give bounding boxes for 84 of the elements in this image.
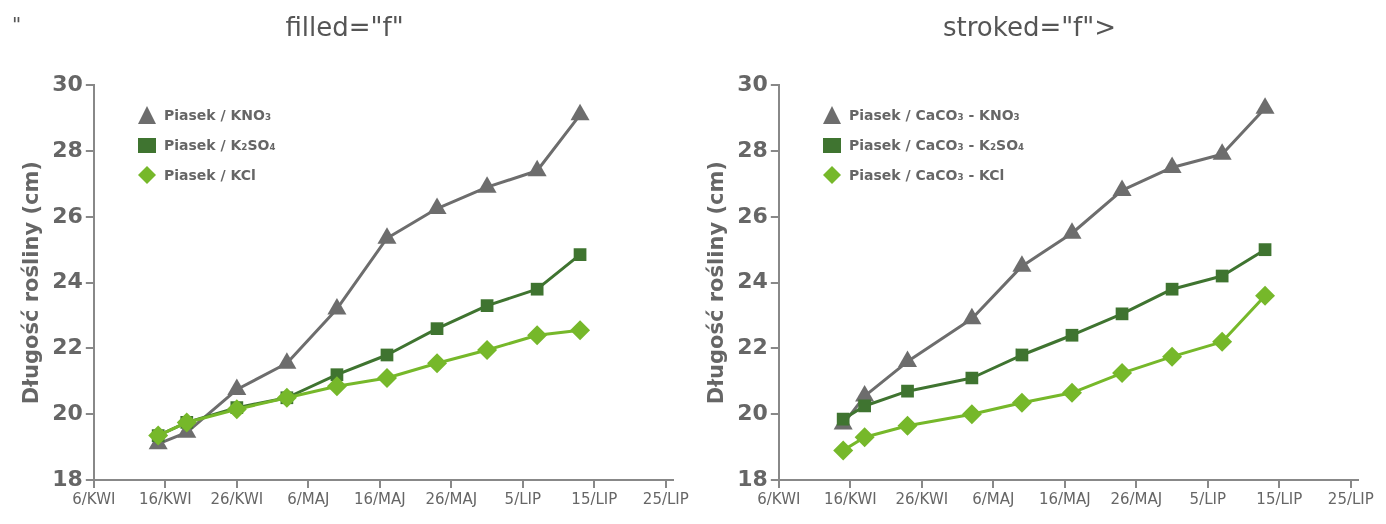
x-tick-label: 26/KWI	[210, 489, 264, 508]
y-tick-label: 26	[52, 202, 83, 228]
point	[1255, 97, 1275, 114]
point	[570, 103, 590, 121]
point	[854, 427, 875, 448]
point	[901, 384, 914, 398]
point	[326, 376, 347, 397]
point	[1215, 269, 1229, 283]
y-tick-label: 28	[52, 136, 83, 162]
x-tick-label: 16/MAJ	[353, 489, 406, 508]
y-tick-label: 18	[52, 465, 83, 491]
y-tick-label: 20	[737, 399, 768, 425]
point	[527, 159, 547, 177]
point	[1011, 392, 1032, 413]
legend-label: Piasek / K₂SO₄	[164, 137, 276, 153]
point	[527, 325, 548, 346]
x-tick-label: 6/KWI	[757, 489, 801, 508]
point	[1062, 222, 1082, 239]
point	[477, 340, 498, 361]
y-tick-label: 22	[737, 334, 768, 360]
chart-title: stroked="f">	[942, 12, 1117, 43]
y-tick-label: 30	[737, 70, 768, 96]
point	[1061, 382, 1082, 403]
point	[858, 399, 871, 413]
x-tick-label: 16/KWI	[823, 489, 877, 508]
point	[961, 404, 982, 425]
point	[1115, 307, 1129, 321]
y-tick-label: 22	[52, 334, 83, 360]
x-tick-label: 15/LIP	[571, 489, 618, 508]
point	[377, 227, 397, 244]
point	[1212, 331, 1233, 352]
point	[570, 320, 591, 341]
x-tick-label: 26/MAJ	[1110, 489, 1163, 508]
point	[1112, 179, 1132, 196]
point	[1162, 346, 1183, 367]
point	[1212, 143, 1232, 160]
point	[530, 282, 544, 296]
y-tick-label: 24	[52, 268, 83, 294]
x-tick-label: 15/LIP	[1256, 489, 1303, 508]
legend-label: Piasek / CaCO₃ - K₂SO₄	[849, 137, 1025, 153]
point	[427, 353, 448, 374]
point	[226, 399, 247, 420]
point	[833, 440, 854, 461]
y-tick-label: 18	[737, 465, 768, 491]
point	[1165, 282, 1179, 296]
y-axis-title: Długość rośliny (cm)	[19, 161, 44, 405]
point	[1065, 328, 1079, 342]
point	[1258, 243, 1272, 257]
point	[897, 415, 918, 436]
x-tick-label: 5/LIP	[504, 489, 542, 508]
legend-label: Piasek / KNO₃	[164, 107, 272, 123]
x-tick-label: 26/MAJ	[425, 489, 478, 508]
point	[962, 307, 982, 325]
x-tick-label: 16/KWI	[138, 489, 192, 508]
text: "	[12, 12, 22, 37]
point	[1012, 255, 1032, 272]
y-tick-label: 26	[737, 202, 768, 228]
point	[573, 248, 587, 261]
y-axis-title: Długość rośliny (cm)	[704, 161, 729, 405]
y-tick-label: 20	[52, 399, 83, 425]
legend-label: Piasek / CaCO₃ - KCl	[849, 167, 1005, 183]
x-tick-label: 5/LIP	[1189, 489, 1227, 508]
point	[1112, 363, 1133, 384]
y-tick-label: 28	[737, 136, 768, 162]
point	[376, 368, 397, 389]
point	[1255, 285, 1276, 306]
chart-title: filled="f"	[285, 12, 404, 43]
x-tick-label: 6/KWI	[72, 489, 116, 508]
x-tick-label: 6/MAJ	[972, 489, 1015, 508]
x-tick-label: 6/MAJ	[287, 489, 330, 508]
legend-label: Piasek / CaCO₃ - KNO₃	[849, 107, 1020, 123]
point	[477, 176, 497, 193]
x-tick-label: 16/MAJ	[1038, 489, 1091, 508]
x-tick-label: 25/LIP	[642, 489, 689, 508]
point	[427, 197, 447, 215]
x-tick-label: 25/LIP	[1327, 489, 1374, 508]
x-tick-label: 26/KWI	[895, 489, 949, 508]
point	[1162, 156, 1182, 173]
y-tick-label: 30	[52, 70, 83, 96]
legend-label: Piasek / KCl	[164, 167, 256, 183]
point	[430, 322, 444, 336]
point	[836, 412, 850, 426]
y-tick-label: 24	[737, 268, 768, 294]
point	[480, 299, 494, 312]
